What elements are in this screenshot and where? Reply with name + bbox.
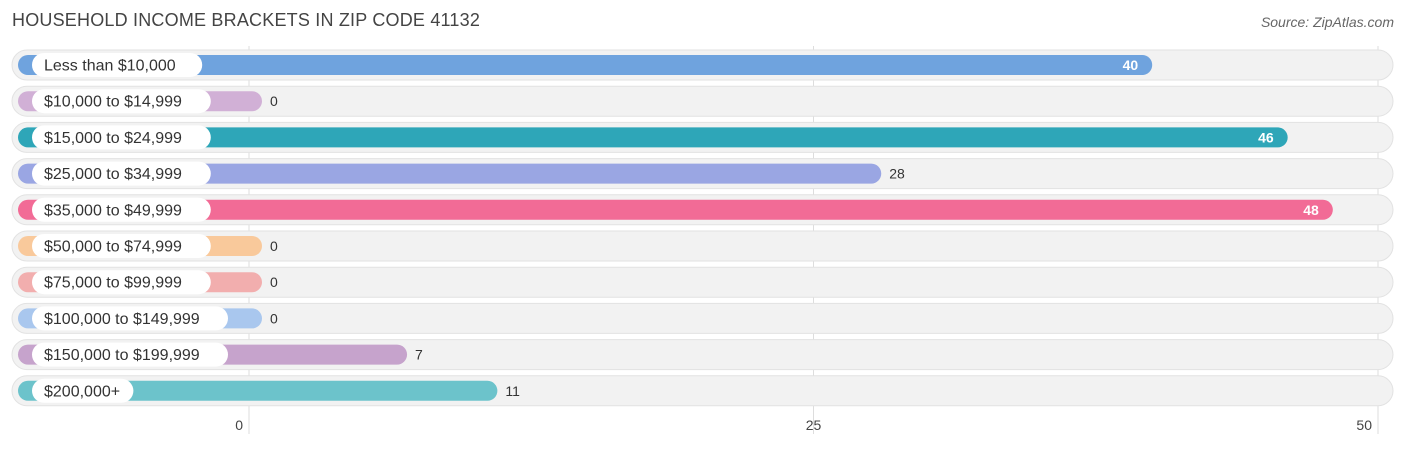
value-label: 11 <box>505 383 520 399</box>
bar-row: $10,000 to $14,999 0 <box>11 85 1394 117</box>
x-tick-label: 0 <box>235 417 243 433</box>
bar-row: $25,000 to $34,999 28 <box>11 158 1394 190</box>
category-label-pill <box>32 342 228 367</box>
chart-title: HOUSEHOLD INCOME BRACKETS IN ZIP CODE 41… <box>12 10 481 30</box>
bar-row: $200,000+ 11 <box>11 375 1394 407</box>
row-track <box>11 230 1394 262</box>
category-label: $50,000 to $74,999 <box>44 239 182 256</box>
category-label: $150,000 to $199,999 <box>44 347 200 364</box>
category-label: $35,000 to $49,999 <box>44 202 182 219</box>
value-label: 0 <box>270 93 278 109</box>
value-label: 46 <box>1258 129 1274 145</box>
row-track <box>11 266 1394 298</box>
bar <box>18 199 1333 220</box>
category-label-pill <box>32 270 211 295</box>
category-label-pill <box>32 125 211 150</box>
value-label: 40 <box>1123 57 1139 73</box>
row-track <box>11 302 1394 334</box>
category-label-pill <box>32 378 134 403</box>
category-label-pill <box>32 234 211 258</box>
value-label: 28 <box>889 166 905 182</box>
category-label: $10,000 to $14,999 <box>44 94 182 111</box>
bar-row: $50,000 to $74,999 0 <box>11 230 1394 262</box>
value-label: 0 <box>270 238 278 254</box>
category-label-pill <box>32 53 203 77</box>
row-track <box>11 85 1394 117</box>
category-label: $15,000 to $24,999 <box>44 130 182 147</box>
bar <box>18 55 1153 75</box>
bar <box>18 163 882 184</box>
bar-row: $150,000 to $199,999 7 <box>11 339 1394 371</box>
bar <box>18 380 498 401</box>
source-note: Source: ZipAtlas.com <box>1260 14 1394 30</box>
bar-row: $75,000 to $99,999 0 <box>11 266 1394 298</box>
category-label-pill <box>32 197 211 222</box>
bar-row: $15,000 to $24,999 46 <box>11 121 1394 153</box>
bar-row: $100,000 to $149,999 0 <box>11 302 1394 334</box>
x-tick-label: 50 <box>1356 417 1372 433</box>
x-axis: 0 25 50 <box>235 417 1372 433</box>
x-tick-label: 25 <box>806 417 822 433</box>
category-label: Less than $10,000 <box>44 58 176 75</box>
category-label: $200,000+ <box>44 383 120 400</box>
category-label-pill <box>32 306 228 331</box>
category-label: $100,000 to $149,999 <box>44 311 200 328</box>
category-label-pill <box>32 161 211 186</box>
bar-row: $35,000 to $49,999 48 <box>11 194 1394 226</box>
bar-row: Less than $10,000 40 <box>11 49 1394 81</box>
category-label: $75,000 to $99,999 <box>44 275 182 292</box>
value-label: 0 <box>270 310 278 326</box>
category-label-pill <box>32 89 211 114</box>
value-label: 0 <box>270 274 278 290</box>
category-label: $25,000 to $34,999 <box>44 166 182 183</box>
value-label: 48 <box>1303 202 1319 218</box>
bar <box>18 127 1288 148</box>
value-label: 7 <box>415 347 423 363</box>
